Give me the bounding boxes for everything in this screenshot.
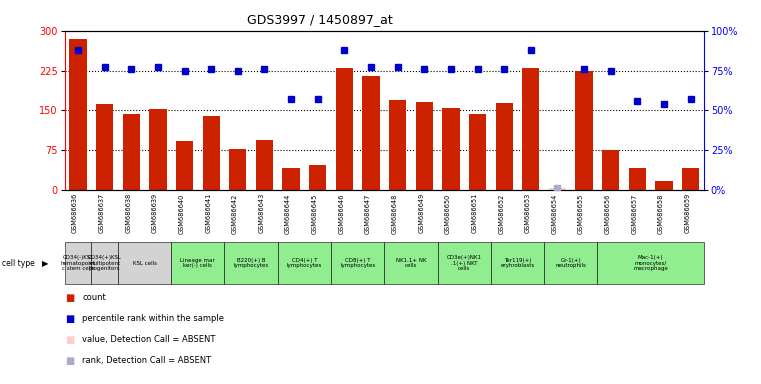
Bar [256,140,273,190]
Bar [602,150,619,190]
Text: GSM686656: GSM686656 [605,193,610,233]
Text: GSM686648: GSM686648 [392,193,398,233]
Text: Gr-1(+)
neutrophils: Gr-1(+) neutrophils [556,258,586,268]
Text: GSM686658: GSM686658 [658,193,664,233]
Bar [202,116,220,190]
Text: CD4(+) T
lymphocytes: CD4(+) T lymphocytes [287,258,322,268]
Text: GSM686641: GSM686641 [205,193,212,233]
Bar [682,168,699,190]
Text: ■: ■ [65,314,74,324]
Text: GSM686659: GSM686659 [685,193,691,233]
Bar [549,189,566,190]
Text: NK1.1+ NK
cells: NK1.1+ NK cells [396,258,426,268]
Bar [495,104,513,190]
Text: GSM686636: GSM686636 [72,193,78,233]
Text: GSM686640: GSM686640 [179,193,185,233]
Bar [336,68,353,190]
Text: GSM686643: GSM686643 [259,193,265,233]
Bar [282,168,300,190]
Text: GSM686654: GSM686654 [552,193,557,233]
Text: CD3e(+)NK1
.1(+) NKT
cells: CD3e(+)NK1 .1(+) NKT cells [447,255,482,271]
Text: GSM686638: GSM686638 [126,193,132,233]
Text: ▶: ▶ [43,258,49,268]
Text: Lineage mar
ker(-) cells: Lineage mar ker(-) cells [180,258,215,268]
Text: GSM686647: GSM686647 [365,193,371,233]
Bar [655,180,673,190]
Bar [575,71,593,190]
Bar [389,100,406,190]
Bar [469,114,486,190]
Bar [149,109,167,190]
Bar [362,76,380,190]
Text: B220(+) B
lymphocytes: B220(+) B lymphocytes [234,258,269,268]
Text: KSL cells: KSL cells [132,260,157,266]
Bar [123,114,140,190]
Text: GSM686642: GSM686642 [232,193,237,233]
Text: GSM686655: GSM686655 [578,193,584,233]
Text: GSM686657: GSM686657 [632,193,638,233]
Bar [176,141,193,190]
Text: GSM686644: GSM686644 [285,193,291,233]
Bar [416,103,433,190]
Bar [522,68,540,190]
Bar [309,165,326,190]
Text: ■: ■ [65,335,74,345]
Text: Mac-1(+)
monocytes/
macrophage: Mac-1(+) monocytes/ macrophage [633,255,668,271]
Text: value, Detection Call = ABSENT: value, Detection Call = ABSENT [82,335,215,344]
Bar [69,39,87,190]
Text: GSM686652: GSM686652 [498,193,504,233]
Text: count: count [82,293,106,302]
Text: GSM686653: GSM686653 [525,193,531,233]
Text: GSM686637: GSM686637 [99,193,105,233]
Text: cell type: cell type [2,258,35,268]
Text: GDS3997 / 1450897_at: GDS3997 / 1450897_at [247,13,393,26]
Text: CD34(+)KSL
multipotent
progenitors: CD34(+)KSL multipotent progenitors [88,255,122,271]
Text: rank, Detection Call = ABSENT: rank, Detection Call = ABSENT [82,356,212,366]
Text: CD34(-)KSL
hematopoiet
c stem cells: CD34(-)KSL hematopoiet c stem cells [60,255,96,271]
Text: CD8(+) T
lymphocytes: CD8(+) T lymphocytes [340,258,375,268]
Text: percentile rank within the sample: percentile rank within the sample [82,314,224,323]
Text: GSM686646: GSM686646 [339,193,345,233]
Bar [229,149,247,190]
Text: ■: ■ [65,356,74,366]
Text: GSM686649: GSM686649 [419,193,425,233]
Text: GSM686650: GSM686650 [445,193,451,233]
Bar [442,108,460,190]
Text: GSM686639: GSM686639 [152,193,158,233]
Text: GSM686651: GSM686651 [472,193,478,233]
Text: ■: ■ [65,293,74,303]
Bar [96,104,113,190]
Text: Ter119(+)
eryhroblasts: Ter119(+) eryhroblasts [500,258,535,268]
Text: GSM686645: GSM686645 [312,193,318,233]
Bar [629,168,646,190]
